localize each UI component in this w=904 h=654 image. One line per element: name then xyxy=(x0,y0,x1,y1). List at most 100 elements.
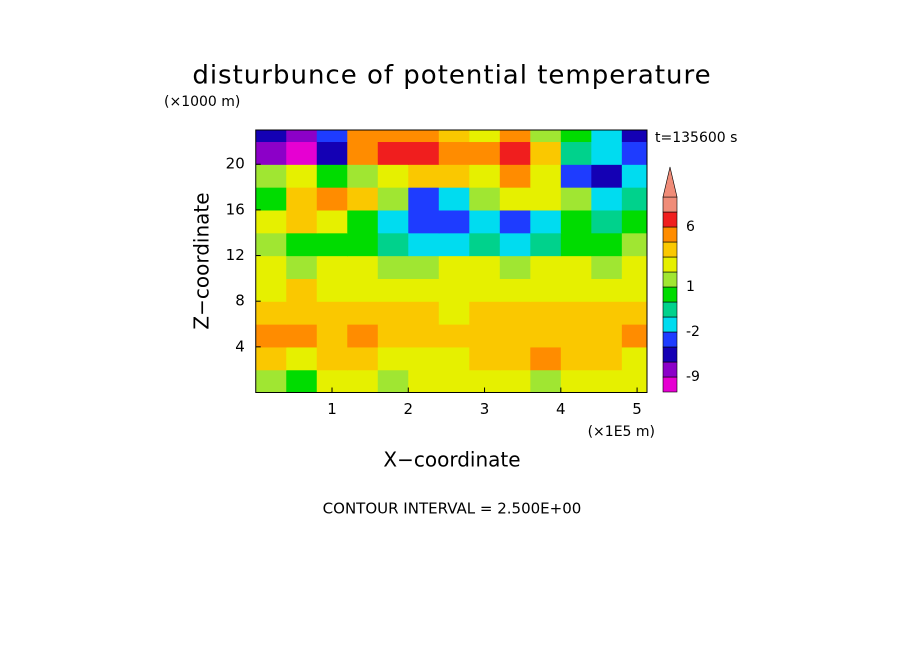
contour-cell xyxy=(438,141,470,165)
contour-cell xyxy=(530,164,562,188)
contour-cell xyxy=(469,164,501,188)
contour-cell xyxy=(591,187,623,211)
contour-cell xyxy=(591,232,623,257)
contour-cell xyxy=(591,324,623,348)
x-tick-label: 2 xyxy=(404,400,414,418)
colorbar-segment xyxy=(662,376,678,393)
contour-cell xyxy=(469,369,501,393)
contour-cell xyxy=(255,369,287,393)
contour-cell xyxy=(286,255,318,279)
contour-cell xyxy=(530,301,562,325)
contour-cell xyxy=(408,130,440,143)
contour-cell xyxy=(408,301,440,325)
colorbar-segment xyxy=(662,361,678,378)
contour-cell xyxy=(255,232,287,257)
contour-cell xyxy=(560,232,592,257)
contour-cell xyxy=(347,255,379,279)
contour-cell xyxy=(438,187,470,211)
contour-cell xyxy=(408,164,440,188)
contour-cell xyxy=(286,278,318,302)
contour-cell xyxy=(377,232,409,257)
contour-cell xyxy=(286,130,318,143)
contour-cell xyxy=(316,324,348,348)
contour-cell xyxy=(621,164,647,188)
contour-cell xyxy=(621,187,647,211)
y-axis-label: Z−coordinate xyxy=(190,192,214,329)
y-tick-label: 8 xyxy=(235,292,245,310)
contour-cell xyxy=(621,346,647,371)
contour-cell xyxy=(255,278,287,302)
x-tick-label: 5 xyxy=(632,400,642,418)
contour-cell xyxy=(621,255,647,279)
contour-cell xyxy=(438,232,470,257)
colorbar-segment xyxy=(662,316,678,333)
contour-cell xyxy=(255,130,287,143)
contour-cell xyxy=(560,278,592,302)
contour-cell xyxy=(591,346,623,371)
x-tick-label: 1 xyxy=(327,400,337,418)
contour-cell xyxy=(530,130,562,143)
contour-cell xyxy=(591,301,623,325)
contour-cell xyxy=(347,278,379,302)
contour-cell xyxy=(499,187,531,211)
contour-cell xyxy=(499,255,531,279)
contour-cell xyxy=(347,164,379,188)
colorbar-segment xyxy=(662,256,678,273)
contour-cell xyxy=(438,324,470,348)
contour-cell xyxy=(255,324,287,348)
contour-cell xyxy=(316,187,348,211)
contour-cell xyxy=(316,278,348,302)
x-axis-label: X−coordinate xyxy=(383,448,520,472)
contour-cell xyxy=(316,232,348,257)
colorbar-label: -2 xyxy=(686,324,700,340)
contour-cell xyxy=(255,187,287,211)
contour-cell xyxy=(530,278,562,302)
contour-cell xyxy=(469,278,501,302)
contour-cell xyxy=(591,130,623,143)
contour-cell xyxy=(255,301,287,325)
colorbar-segment xyxy=(662,346,678,363)
contour-cell xyxy=(286,141,318,165)
contour-cell xyxy=(286,232,318,257)
contour-cell xyxy=(347,130,379,143)
contour-cell xyxy=(438,301,470,325)
contour-cell xyxy=(408,255,440,279)
contour-cell xyxy=(530,346,562,371)
contour-cell xyxy=(499,164,531,188)
contour-cell xyxy=(377,164,409,188)
contour-cell xyxy=(530,141,562,165)
contour-cell xyxy=(438,164,470,188)
contour-cell xyxy=(621,369,647,393)
contour-cell xyxy=(560,255,592,279)
contour-cell xyxy=(377,324,409,348)
contour-cell xyxy=(530,209,562,234)
y-unit: (×1000 m) xyxy=(164,94,240,110)
contour-cell xyxy=(255,141,287,165)
contour-cell xyxy=(408,187,440,211)
contour-cell xyxy=(499,278,531,302)
contour-cell xyxy=(591,278,623,302)
y-tick-label: 16 xyxy=(226,200,245,218)
contour-cell xyxy=(316,164,348,188)
contour-cell xyxy=(499,346,531,371)
contour-cell xyxy=(316,255,348,279)
contour-cell xyxy=(377,209,409,234)
contour-cell xyxy=(347,324,379,348)
x-tick-label: 3 xyxy=(480,400,490,418)
contour-cell xyxy=(591,369,623,393)
contour-cell xyxy=(499,141,531,165)
contour-cell xyxy=(316,141,348,165)
contour-cell xyxy=(469,130,501,143)
footnote: CONTOUR INTERVAL = 2.500E+00 xyxy=(323,500,582,518)
contour-cell xyxy=(255,255,287,279)
contour-cell xyxy=(469,187,501,211)
contour-cell xyxy=(347,209,379,234)
contour-cell xyxy=(499,209,531,234)
contour-cell xyxy=(530,232,562,257)
contour-cell xyxy=(286,209,318,234)
contour-cell xyxy=(255,164,287,188)
contour-cell xyxy=(530,255,562,279)
colorbar-segment xyxy=(662,286,678,303)
contour-cell xyxy=(316,209,348,234)
